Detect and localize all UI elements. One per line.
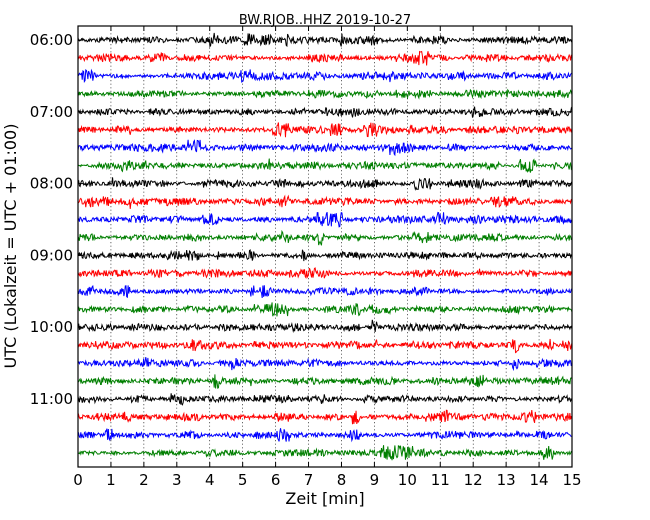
y-tick-label: 11:00 [30,390,73,408]
y-axis-label: UTC (Lokalzeit = UTC + 01:00) [1,124,20,369]
trace-09:15 [77,267,573,280]
x-tick-label: 4 [205,471,215,489]
x-tick-label: 2 [139,471,149,489]
trace-11:30 [77,428,573,443]
x-tick-label: 11 [431,471,450,489]
trace-10:45 [77,374,573,389]
trace-09:00 [77,249,573,262]
trace-08:45 [77,229,573,246]
chart-title: BW.RJOB..HHZ 2019-10-27 [239,13,411,28]
trace-06:15 [77,50,573,66]
trace-10:30 [77,357,573,372]
trace-09:30 [77,284,573,299]
x-tick-label: 0 [73,471,83,489]
x-tick-label: 10 [398,471,417,489]
x-tick-label: 13 [497,471,516,489]
trace-07:00 [77,106,573,118]
trace-11:45 [77,445,573,461]
y-axis-ticks: 06:00 07:00 08:00 09:00 10:00 11:00 [30,31,572,408]
trace-10:15 [77,338,573,354]
trace-07:15 [77,122,573,138]
x-tick-label: 14 [530,471,549,489]
trace-10:00 [77,319,573,334]
trace-11:00 [77,393,573,406]
y-tick-label: 08:00 [30,175,73,193]
trace-06:00 [77,32,573,48]
y-tick-label: 10:00 [30,318,73,336]
trace-07:30 [77,139,573,157]
x-tick-label: 3 [172,471,182,489]
trace-08:00 [77,177,573,191]
x-tick-label: 8 [337,471,347,489]
trace-06:30 [77,68,573,84]
trace-08:15 [77,194,573,209]
y-tick-label: 07:00 [30,103,73,121]
trace-11:15 [77,409,573,425]
y-tick-label: 06:00 [30,31,73,49]
x-tick-label: 12 [464,471,483,489]
trace-08:30 [77,211,573,228]
x-axis-ticks: 0 1 2 3 4 5 6 7 8 9 10 11 12 13 14 15 [73,26,582,489]
x-axis-label: Zeit [min] [285,489,364,508]
seismic-traces [77,32,573,461]
x-tick-label: 9 [370,471,380,489]
x-tick-label: 15 [562,471,581,489]
trace-06:45 [77,88,573,100]
plot-frame [77,25,573,468]
grid-lines [110,26,540,467]
trace-09:45 [77,302,573,317]
x-tick-label: 6 [271,471,281,489]
trace-07:45 [77,158,573,174]
x-tick-label: 1 [106,471,116,489]
x-tick-label: 7 [304,471,314,489]
x-tick-label: 5 [238,471,248,489]
y-tick-label: 09:00 [30,246,73,264]
